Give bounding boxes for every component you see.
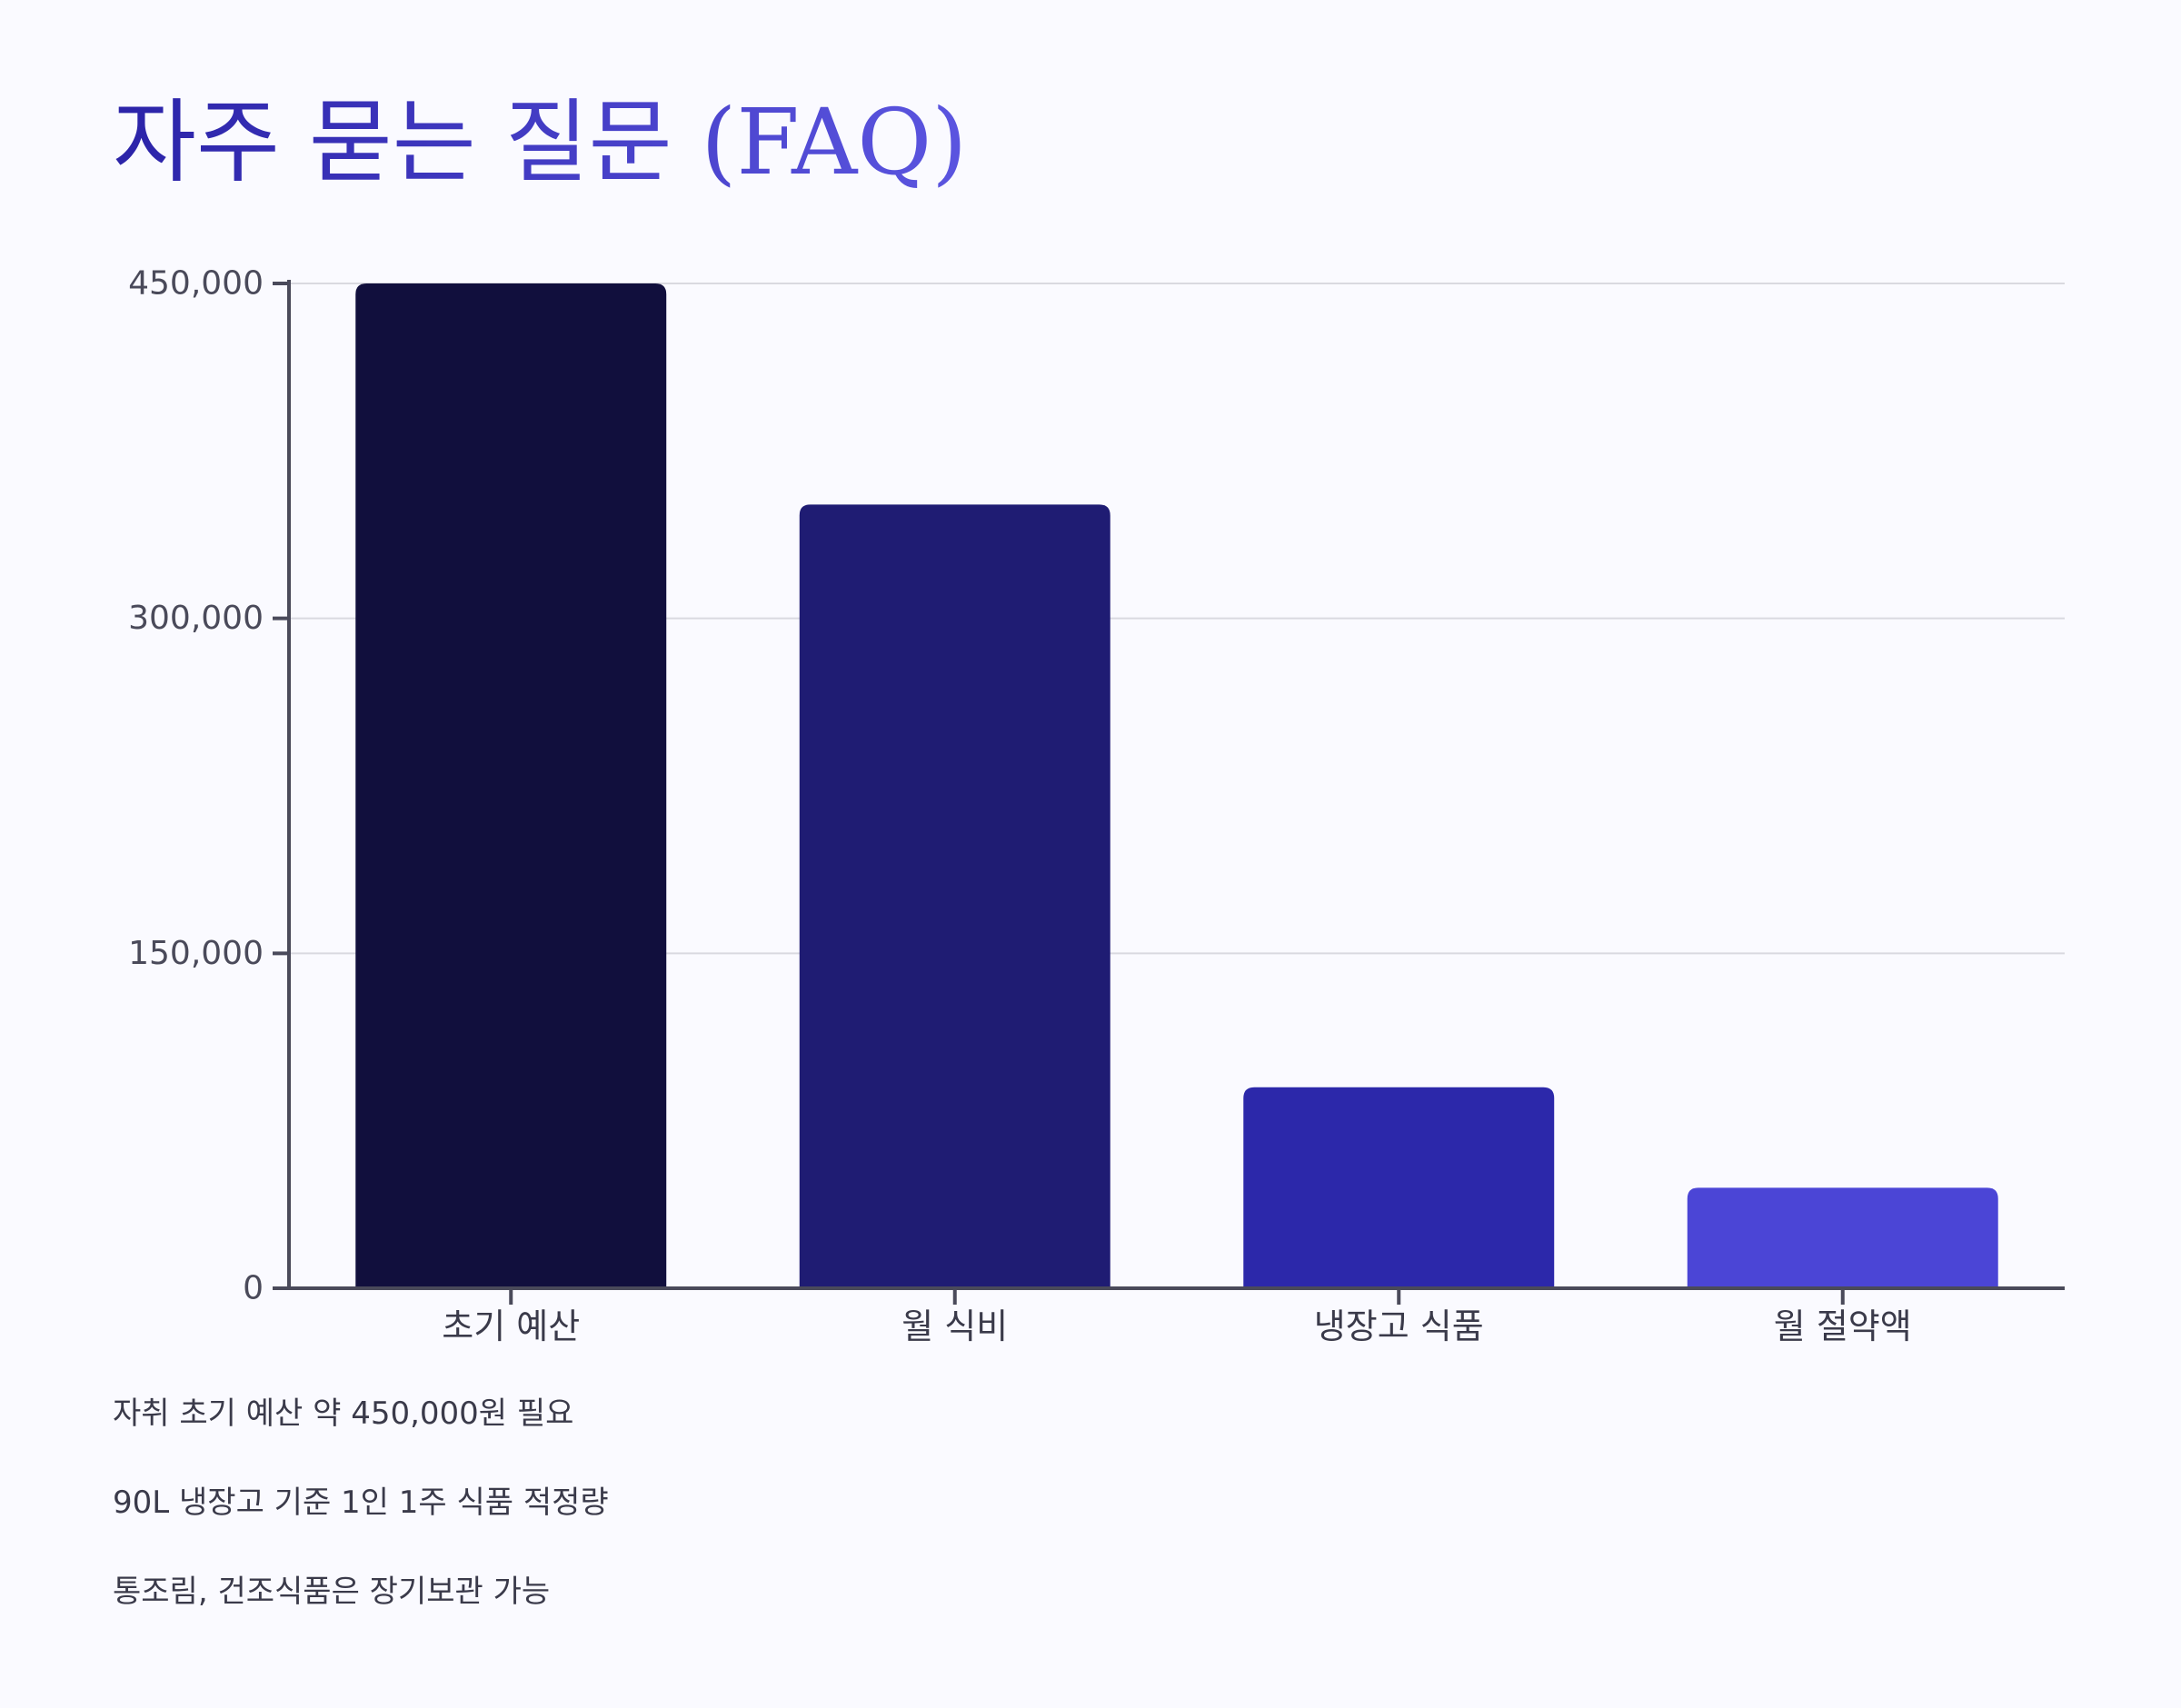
x-tick-label: 월 절약액 bbox=[1774, 1306, 1912, 1346]
bars bbox=[355, 283, 1998, 1288]
y-tick-label: 0 bbox=[243, 1270, 264, 1307]
bar bbox=[355, 283, 667, 1288]
bar bbox=[1243, 1087, 1555, 1288]
x-tick-label: 월 식비 bbox=[901, 1306, 1008, 1346]
tick-labels: 0 150,000 300,000 450,000 초기 예산 월 식비 냉장고 식품 월 절… bbox=[128, 265, 1912, 1347]
note-item: 자취 초기 예산 약 450,000원 필요 bbox=[113, 1395, 574, 1432]
y-tick-label: 450,000 bbox=[128, 265, 264, 303]
x-tick-label: 냉장고 식품 bbox=[1314, 1306, 1484, 1346]
x-tick-label: 초기 예산 bbox=[442, 1306, 580, 1346]
note-item: 통조림, 건조식품은 장기보관 가능 bbox=[113, 1574, 551, 1610]
note-item: 90L 냉장고 기준 1인 1주 식품 적정량 bbox=[113, 1485, 609, 1521]
axes bbox=[273, 280, 2065, 1305]
page-title: 자주 묻는 질문 (FAQ) bbox=[113, 84, 967, 202]
bar bbox=[1687, 1187, 1998, 1288]
notes-list: 자취 초기 예산 약 450,000원 필요 90L 냉장고 기준 1인 1주 … bbox=[113, 1388, 609, 1655]
y-tick-label: 300,000 bbox=[128, 600, 264, 637]
bar bbox=[799, 504, 1110, 1288]
y-tick-label: 150,000 bbox=[128, 935, 264, 972]
